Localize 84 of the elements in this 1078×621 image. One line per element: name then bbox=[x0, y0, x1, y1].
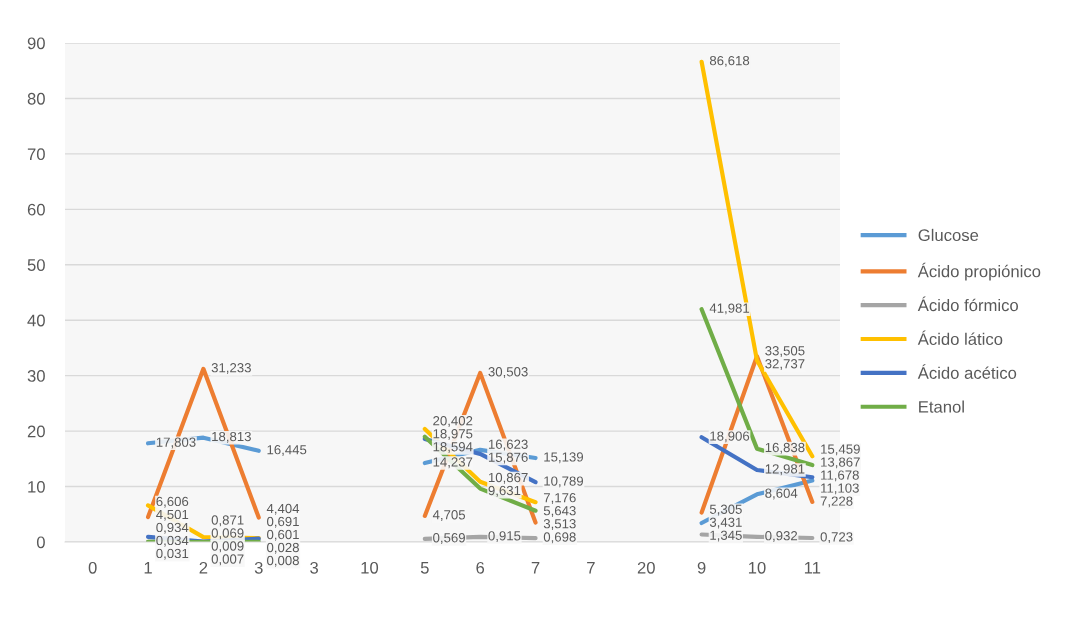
x-tick-label: 10 bbox=[361, 561, 379, 574]
data-label: 13,867 bbox=[821, 457, 860, 469]
data-label: 4,501 bbox=[156, 509, 189, 521]
data-label: 15,459 bbox=[821, 444, 860, 456]
data-label: 0,569 bbox=[433, 533, 465, 544]
data-label: 9,631 bbox=[488, 485, 521, 497]
legend-label: Ácido lático bbox=[917, 330, 1003, 346]
legend-label: Ácido acético bbox=[917, 364, 1017, 379]
data-label: 0,932 bbox=[765, 531, 798, 542]
y-tick-label: 20 bbox=[27, 425, 45, 438]
y-tick-label: 30 bbox=[27, 370, 45, 382]
data-label: 18,906 bbox=[710, 431, 750, 443]
data-label: 7,228 bbox=[820, 496, 853, 508]
data-label: 10,867 bbox=[488, 472, 528, 484]
y-tick-label: 70 bbox=[27, 148, 45, 161]
data-label: 0,031 bbox=[156, 548, 189, 560]
data-label: 32,737 bbox=[765, 359, 805, 370]
x-tick-label: 11 bbox=[804, 562, 821, 574]
data-label: 41,981 bbox=[709, 303, 750, 315]
x-tick-label: 7 bbox=[531, 562, 540, 574]
data-label: 4,705 bbox=[432, 510, 466, 522]
data-label: 33,505 bbox=[765, 346, 805, 357]
y-tick-label: 40 bbox=[27, 314, 45, 327]
data-label: 16,445 bbox=[267, 445, 307, 456]
data-label: 16,838 bbox=[765, 442, 805, 454]
data-label: 17,803 bbox=[156, 437, 196, 449]
data-label: 31,233 bbox=[211, 363, 251, 374]
data-label: 0,028 bbox=[267, 542, 299, 554]
data-label: 6,606 bbox=[156, 496, 189, 508]
data-label: 3,431 bbox=[709, 517, 742, 529]
data-label: 18,813 bbox=[212, 431, 251, 443]
x-tick-label: 0 bbox=[88, 561, 97, 574]
data-label: 0,009 bbox=[211, 541, 244, 553]
data-label: 18,594 bbox=[433, 442, 473, 453]
data-label: 86,618 bbox=[709, 55, 750, 67]
x-tick-label: 3 bbox=[254, 561, 263, 574]
data-label: 0,008 bbox=[267, 555, 299, 567]
x-tick-label: 5 bbox=[420, 562, 429, 574]
x-tick-label: 3 bbox=[310, 561, 319, 574]
data-label: 5,305 bbox=[709, 504, 742, 516]
x-tick-label: 2 bbox=[199, 561, 208, 574]
data-label: 30,503 bbox=[488, 367, 528, 378]
data-label: 0,069 bbox=[211, 528, 244, 540]
data-label: 12,981 bbox=[765, 464, 805, 476]
x-tick-label: 7 bbox=[587, 562, 595, 574]
data-label: 16,623 bbox=[488, 439, 528, 451]
data-label: 11,678 bbox=[821, 470, 859, 482]
y-tick-label: 50 bbox=[27, 259, 45, 271]
data-label: 15,876 bbox=[488, 452, 528, 464]
data-label: 4,404 bbox=[266, 503, 300, 515]
data-label: 18,975 bbox=[433, 429, 473, 440]
y-tick-label: 90 bbox=[27, 37, 45, 50]
y-tick-label: 10 bbox=[28, 480, 45, 493]
y-tick-label: 60 bbox=[27, 203, 45, 216]
y-tick-label: 0 bbox=[36, 536, 45, 549]
legend-label: Ácido fórmico bbox=[917, 296, 1019, 312]
legend-label: Glucose bbox=[918, 228, 979, 242]
data-label: 0,007 bbox=[211, 554, 244, 566]
x-tick-label: 9 bbox=[697, 561, 706, 574]
data-label: 0,601 bbox=[267, 529, 299, 541]
data-label: 0,691 bbox=[267, 516, 299, 528]
data-label: 0,723 bbox=[820, 532, 853, 544]
data-label: 1,345 bbox=[710, 530, 742, 542]
x-tick-label: 1 bbox=[144, 562, 152, 574]
data-label: 5,643 bbox=[543, 506, 576, 517]
data-label: 0,915 bbox=[488, 531, 521, 543]
x-tick-label: 10 bbox=[748, 561, 766, 574]
data-label: 7,176 bbox=[543, 493, 576, 504]
x-tick-label: 20 bbox=[637, 561, 655, 574]
legend-label: Etanol bbox=[919, 400, 964, 413]
data-label: 3,513 bbox=[543, 519, 576, 530]
data-label: 20,402 bbox=[433, 416, 473, 427]
y-tick-label: 80 bbox=[27, 92, 45, 105]
data-label: 0,871 bbox=[211, 515, 244, 527]
x-tick-label: 6 bbox=[476, 561, 485, 574]
data-label: 0,934 bbox=[156, 522, 189, 534]
data-label: 11,103 bbox=[821, 483, 859, 495]
data-label: 0,034 bbox=[156, 535, 189, 547]
data-label: 14,237 bbox=[433, 457, 473, 469]
data-label: 0,698 bbox=[543, 532, 576, 544]
legend-label: Ácido propiónico bbox=[917, 262, 1041, 281]
data-label: 10,789 bbox=[544, 476, 584, 488]
data-label: 15,139 bbox=[544, 452, 584, 464]
data-label: 8,604 bbox=[765, 488, 798, 500]
